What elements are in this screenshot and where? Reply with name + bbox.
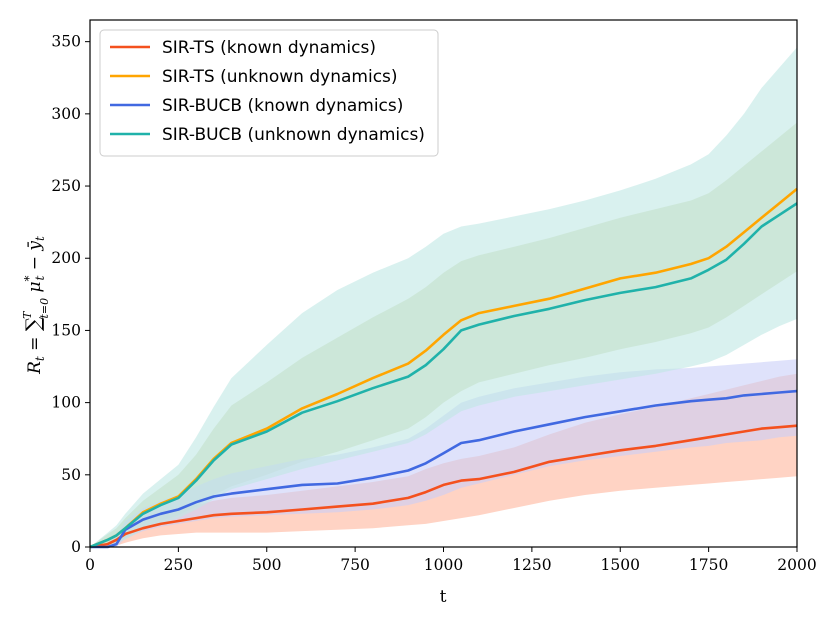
y-tick-label: 300 (51, 105, 81, 123)
legend-label-3: SIR-BUCB (known dynamics) (162, 96, 403, 116)
y-tick-label: 50 (61, 466, 81, 484)
x-tick-label: 1000 (424, 556, 463, 574)
x-tick-label: 1750 (689, 556, 728, 574)
y-tick-label: 250 (51, 177, 81, 195)
y-tick-label: 350 (51, 33, 81, 51)
x-axis-ticks: 0 250 500 750 1000 1250 1500 1750 2000 (85, 547, 817, 574)
x-tick-label: 750 (340, 556, 370, 574)
x-tick-label: 250 (164, 556, 194, 574)
legend-label-1: SIR-TS (known dynamics) (162, 38, 376, 58)
legend-label-4: SIR-BUCB (unknown dynamics) (162, 125, 425, 145)
x-tick-label: 1500 (601, 556, 640, 574)
legend-label-2: SIR-TS (unknown dynamics) (162, 67, 398, 87)
x-tick-label: 0 (85, 556, 95, 574)
y-tick-label: 100 (51, 394, 81, 412)
x-tick-label: 2000 (777, 556, 816, 574)
y-tick-label: 200 (51, 249, 81, 267)
line-series-1 (89, 424, 798, 549)
y-axis-ticks: 0 50 100 150 200 250 300 350 (51, 33, 90, 556)
x-tick-label: 1250 (512, 556, 551, 574)
line-series-3 (90, 389, 798, 549)
y-tick-label: 150 (51, 321, 81, 339)
band-series-4 (90, 47, 797, 548)
y-tick-label: 0 (71, 538, 81, 556)
line-series-4 (89, 202, 798, 549)
x-tick-label: 500 (252, 556, 282, 574)
svg-text:Rt = ∑Tt=0 μ*t − ȳt: Rt = ∑T t=0 μ*t − ȳt (21, 236, 51, 375)
legend-box (99, 29, 439, 157)
x-axis-label: t (440, 587, 447, 607)
y-axis-label: Rt = ∑T t=0 μ*t − ȳt (21, 236, 51, 375)
series-lines (89, 187, 798, 549)
legend: SIR-TS (known dynamics) SIR-TS (unknown d… (99, 29, 439, 157)
